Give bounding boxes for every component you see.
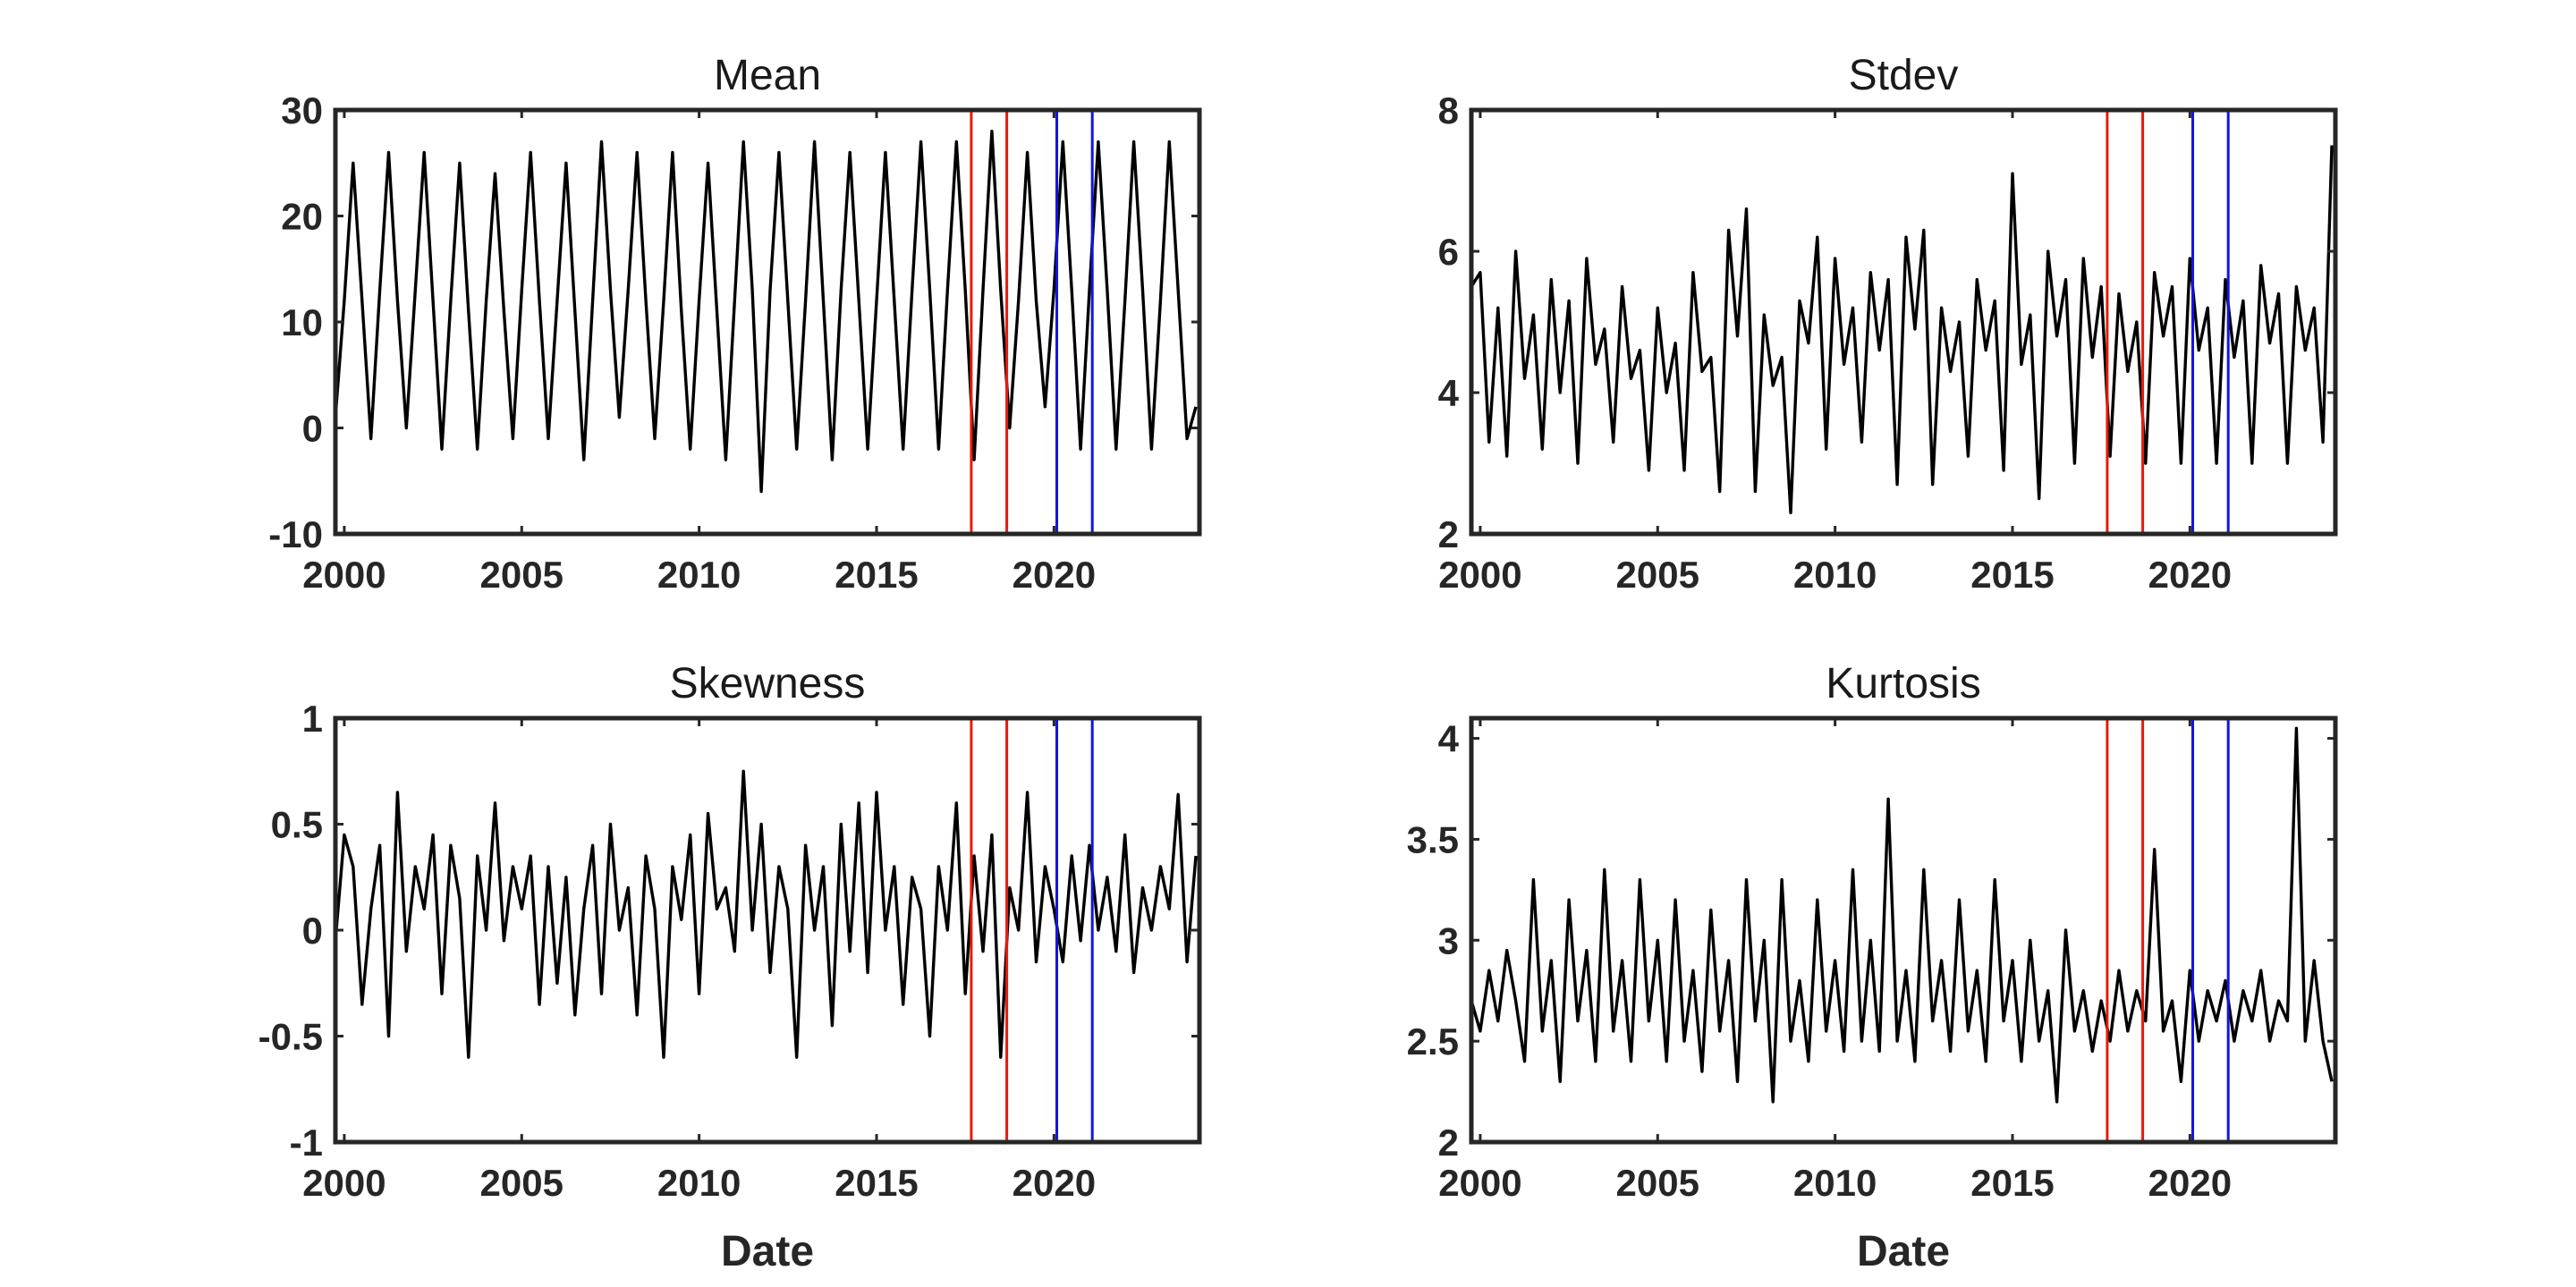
y-tick-label: 2	[1438, 513, 1459, 555]
x-tick-label: 2000	[1438, 1162, 1521, 1204]
x-tick-label: 2020	[2148, 554, 2232, 596]
x-tick-label: 2005	[1616, 1162, 1699, 1204]
x-tick-label: 2010	[1793, 1162, 1877, 1204]
y-tick-label: 3.5	[1407, 818, 1459, 860]
panel-title: Skewness	[670, 660, 866, 707]
data-series-line	[334, 130, 1198, 494]
x-tick-label: 2000	[302, 1162, 386, 1204]
x-tick-label: 2005	[1616, 554, 1699, 596]
x-axis-label: Date	[1857, 1228, 1950, 1275]
y-tick-label: 8	[1438, 89, 1459, 131]
x-tick-label: 2015	[1970, 1162, 2054, 1204]
panel-title: Kurtosis	[1826, 660, 1980, 707]
x-tick-label: 2000	[302, 554, 386, 596]
y-tick-label: 4	[1438, 718, 1460, 760]
data-series-line	[1470, 145, 2334, 514]
y-tick-label: 30	[281, 89, 323, 131]
x-tick-label: 2005	[480, 554, 564, 596]
y-tick-label: -0.5	[258, 1016, 323, 1058]
x-tick-label: 2000	[1438, 554, 1521, 596]
x-tick-label: 2020	[2148, 1162, 2232, 1204]
y-tick-label: 4	[1438, 372, 1460, 414]
y-tick-label: 10	[281, 301, 323, 343]
y-tick-label: 2	[1438, 1122, 1459, 1164]
mean-panel: Mean 2000 2005 2010 2015 2020 -10 0 10 20 30	[268, 52, 1202, 596]
x-axis-label: Date	[721, 1228, 814, 1275]
x-tick-label: 2015	[1970, 554, 2054, 596]
stdev-panel: Stdev 2000 2005 2010 2015 2020 2 4 6 8	[1438, 52, 2338, 596]
data-series-line	[334, 769, 1198, 1059]
data-series-line	[1470, 726, 2334, 1104]
axes-frame	[1469, 107, 2338, 537]
y-tick-label: 0.5	[271, 804, 323, 846]
panel-title: Mean	[714, 52, 821, 99]
y-tick-label: 0	[302, 408, 323, 450]
x-tick-label: 2015	[835, 554, 918, 596]
y-tick-label: 20	[281, 196, 323, 238]
x-tick-label: 2015	[835, 1162, 918, 1204]
kurtosis-panel: Kurtosis Date 2000 2005 2010 2015 2020 2 2.5 3 3…	[1407, 660, 2338, 1275]
skewness-panel: Skewness Date 2000 2005 2010 2015 2020 -1 -0.5…	[258, 660, 1202, 1275]
y-tick-label: 3	[1438, 919, 1459, 961]
x-tick-label: 2020	[1013, 1162, 1096, 1204]
y-tick-label: 2.5	[1407, 1020, 1459, 1063]
x-tick-label: 2005	[480, 1162, 564, 1204]
axes-frame	[1469, 715, 2338, 1145]
x-tick-label: 2020	[1013, 554, 1096, 596]
panel-title: Stdev	[1849, 52, 1959, 99]
y-tick-label: 1	[302, 698, 323, 740]
y-tick-label: 6	[1438, 231, 1459, 273]
y-tick-label: -1	[290, 1122, 323, 1164]
x-tick-label: 2010	[1793, 554, 1877, 596]
x-tick-label: 2010	[657, 554, 741, 596]
y-tick-label: -10	[268, 513, 323, 555]
y-tick-label: 0	[302, 910, 323, 952]
x-tick-label: 2010	[657, 1162, 741, 1204]
